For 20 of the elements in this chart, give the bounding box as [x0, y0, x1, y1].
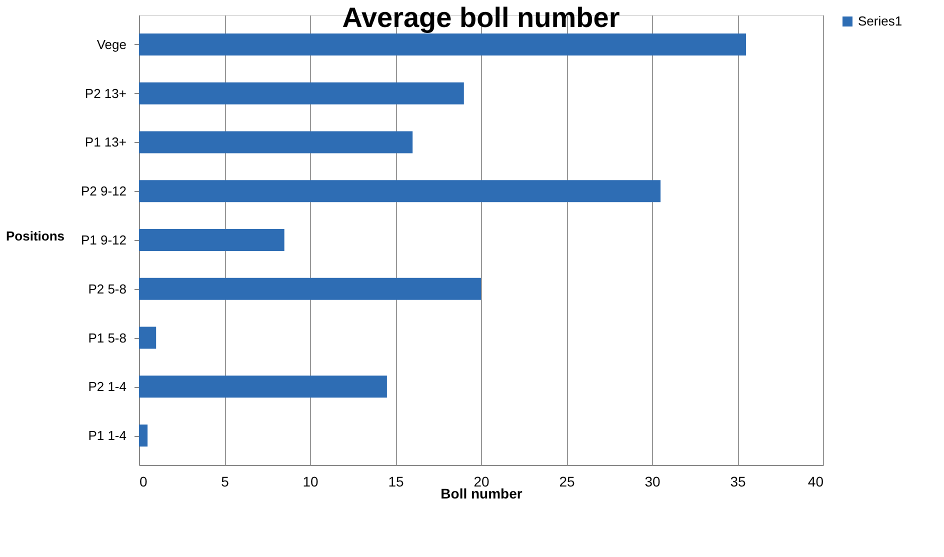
y-tick-label: P2 9-12	[80, 184, 126, 199]
x-tick-label: 10	[302, 474, 318, 490]
y-tick-label: P2 1-4	[88, 379, 126, 394]
x-tick-label: 25	[559, 474, 575, 490]
chart-title: Average boll number	[342, 2, 620, 33]
x-tick-label: 5	[221, 474, 230, 490]
y-tick-label: P1 1-4	[88, 428, 126, 444]
x-tick-label: 30	[644, 474, 660, 490]
y-tick-label: P1 13+	[84, 134, 126, 150]
y-tick-label: P1 5-8	[88, 330, 126, 346]
y-tick-label: P2 13+	[84, 86, 126, 101]
y-tick-label: Vege	[96, 36, 126, 52]
y-tick-label: P2 5-8	[88, 281, 126, 296]
y-tick-label: P1 9-12	[80, 232, 126, 248]
legend-label: Series1	[858, 14, 902, 28]
x-tick-label: 15	[388, 474, 404, 490]
x-tick-label: 40	[808, 474, 824, 490]
x-tick-label: 0	[140, 474, 148, 490]
y-axis-title: Positions	[6, 228, 64, 244]
x-tick-label: 35	[730, 474, 746, 490]
